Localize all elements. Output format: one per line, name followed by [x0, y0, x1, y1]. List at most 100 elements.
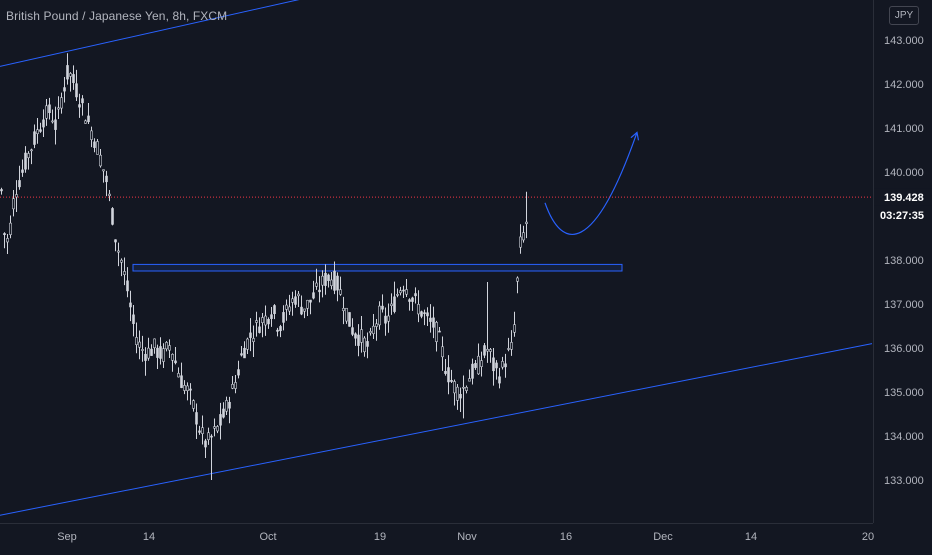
y-tick-label: 138.000: [884, 255, 924, 267]
candle: [72, 65, 75, 90]
price-axis[interactable]: 143.000 142.000 141.000 140.000 138.000 137.0…: [874, 35, 932, 487]
candle: [54, 106, 57, 145]
candle: [24, 146, 27, 173]
candle: [60, 92, 63, 114]
candle: [84, 119, 87, 124]
y-tick-label: 140.000: [884, 167, 924, 179]
x-tick-label: 14: [143, 531, 155, 543]
candle: [420, 310, 423, 319]
candle: [279, 324, 282, 338]
x-tick-label: Nov: [457, 531, 477, 543]
x-tick-label: 16: [560, 531, 572, 543]
candle: [429, 304, 432, 333]
y-tick-label: 134.000: [884, 431, 924, 443]
candle: [0, 187, 3, 195]
candle: [237, 360, 240, 379]
candle: [411, 296, 414, 311]
candle: [180, 362, 183, 389]
candle: [378, 301, 381, 330]
candle: [78, 93, 81, 118]
candle: [516, 276, 519, 294]
candle: [51, 109, 54, 124]
candle: [366, 332, 369, 359]
candle: [513, 311, 516, 337]
candle: [45, 99, 48, 126]
candle: [183, 380, 186, 395]
candle: [228, 396, 231, 424]
candle: [324, 264, 327, 295]
candle: [252, 325, 255, 358]
candle: [156, 344, 159, 369]
time-axis[interactable]: Sep 14 Oct 19 Nov 16 Dec 14 20: [57, 531, 874, 543]
candle: [42, 109, 45, 138]
candle: [462, 375, 465, 419]
candle: [453, 379, 456, 406]
candle: [426, 307, 429, 327]
candle: [345, 307, 348, 324]
candle: [261, 312, 264, 338]
candle: [150, 344, 153, 356]
candle: [492, 348, 495, 386]
y-tick-label: 137.000: [884, 299, 924, 311]
candle: [489, 347, 492, 363]
candle: [174, 347, 177, 365]
candle: [147, 337, 150, 361]
lower-trendline[interactable]: [0, 343, 873, 516]
candle: [210, 434, 213, 480]
candle: [162, 343, 165, 368]
x-tick-label: Dec: [653, 531, 673, 543]
candle: [432, 306, 435, 339]
candle: [357, 324, 360, 357]
candle: [327, 273, 330, 288]
candle: [306, 299, 309, 316]
candle: [225, 396, 228, 415]
candle: [288, 294, 291, 316]
candle: [105, 170, 108, 197]
resistance-zone[interactable]: [132, 263, 623, 272]
x-tick-label: 19: [374, 531, 386, 543]
candle: [483, 342, 486, 359]
candle: [333, 261, 336, 295]
drawings-layer: [0, 0, 873, 516]
candle: [276, 327, 279, 337]
upper-trendline[interactable]: [0, 0, 315, 67]
candle: [117, 242, 120, 267]
candle: [30, 148, 33, 165]
candle: [270, 307, 273, 327]
candle: [249, 318, 252, 352]
candle: [399, 286, 402, 296]
candle: [486, 282, 489, 363]
y-tick-label: 143.000: [884, 35, 924, 47]
candle: [141, 335, 144, 362]
candle: [15, 180, 18, 212]
candle: [303, 308, 306, 319]
candle: [456, 384, 459, 410]
candle: [99, 149, 102, 168]
candle: [474, 359, 477, 370]
y-tick-label: 136.000: [884, 343, 924, 355]
x-tick-label: 14: [745, 531, 757, 543]
candle: [354, 332, 357, 346]
y-tick-label: 133.000: [884, 475, 924, 487]
candle: [501, 356, 504, 370]
candle: [390, 293, 393, 315]
candle: [495, 360, 498, 380]
currency-badge[interactable]: JPY: [889, 6, 919, 25]
candle: [240, 346, 243, 357]
candle: [363, 336, 366, 357]
candle: [222, 402, 225, 419]
candle: [186, 382, 189, 401]
projection-arrow[interactable]: [544, 132, 638, 236]
candle: [138, 330, 141, 360]
candle: [33, 124, 36, 149]
candle: [264, 305, 267, 336]
candle: [159, 337, 162, 365]
x-tick-label: 20: [862, 531, 874, 543]
candle: [339, 276, 342, 296]
candle: [201, 415, 204, 445]
candle: [435, 320, 438, 352]
candle: [315, 268, 318, 290]
candle: [18, 165, 21, 190]
